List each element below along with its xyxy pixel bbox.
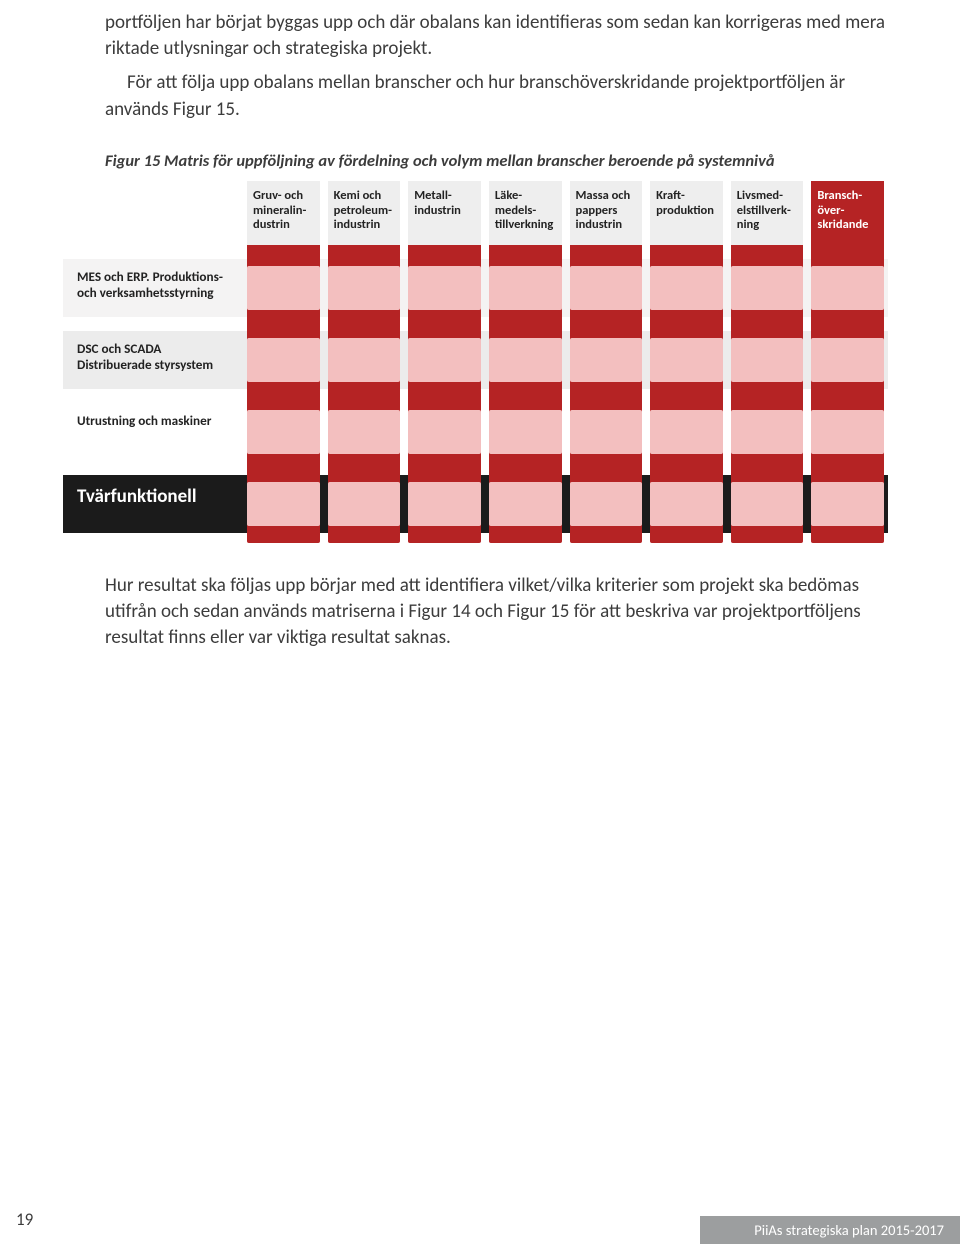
matrix-cell-box: [489, 482, 562, 526]
matrix-cell-box: [570, 266, 643, 310]
matrix-row-label: Utrustning och maskiner: [63, 403, 243, 461]
matrix-cell: [489, 331, 562, 389]
matrix-cell-box: [811, 266, 884, 310]
matrix-cell-box: [570, 410, 643, 454]
matrix-cell-box: [247, 482, 320, 526]
matrix-cell-box: [247, 338, 320, 382]
matrix-cell: [247, 475, 320, 533]
matrix-cell: [811, 331, 884, 389]
matrix-cell-box: [811, 482, 884, 526]
outro-paragraph: Hur resultat ska följas upp börjar med a…: [105, 573, 900, 652]
matrix-cell-box: [247, 410, 320, 454]
matrix-row-label: Tvärfunktionell: [63, 475, 243, 533]
footer-bar: PiiAs strategiska plan 2015-2017: [700, 1216, 960, 1244]
figure-caption-text: Matris för uppföljning av fördelning och…: [164, 151, 775, 171]
matrix-cell-box: [489, 410, 562, 454]
matrix-cell-box: [731, 410, 804, 454]
figure-caption: Figur 15 Matris för uppföljning av förde…: [105, 151, 900, 171]
matrix-cell-box: [811, 338, 884, 382]
matrix-cell-box: [247, 266, 320, 310]
matrix-cell: [731, 259, 804, 317]
matrix-cell-box: [650, 338, 723, 382]
matrix-cell: [328, 475, 401, 533]
matrix-cell: [650, 403, 723, 461]
matrix-row-label: MES och ERP. Produktions- och verksamhet…: [63, 259, 243, 317]
matrix-cell: [650, 475, 723, 533]
matrix-cell: [570, 475, 643, 533]
matrix-cell: [489, 259, 562, 317]
matrix-cell: [570, 403, 643, 461]
matrix-cell: [811, 475, 884, 533]
matrix-cell: [408, 475, 481, 533]
matrix-cell: [731, 331, 804, 389]
matrix-cell-box: [408, 266, 481, 310]
matrix-column-header: Bransch­över­skridande: [811, 181, 884, 245]
matrix-cell: [570, 331, 643, 389]
matrix-cell-box: [731, 482, 804, 526]
matrix-cell-box: [328, 482, 401, 526]
matrix-column-header: Gruv- och mineralin­dustrin: [247, 181, 320, 245]
matrix-cell: [408, 259, 481, 317]
matrix-cell-box: [650, 482, 723, 526]
matrix-cell: [489, 475, 562, 533]
matrix-cell: [328, 331, 401, 389]
matrix-cell: [570, 259, 643, 317]
matrix-cell-box: [328, 338, 401, 382]
matrix-cell-box: [650, 266, 723, 310]
intro-paragraph-1: portföljen har börjat byggas upp och där…: [105, 0, 900, 62]
matrix-cell: [811, 403, 884, 461]
matrix-cell-box: [650, 410, 723, 454]
matrix-cell-box: [408, 338, 481, 382]
matrix-cell-box: [328, 410, 401, 454]
matrix-cell-box: [570, 338, 643, 382]
matrix-cell: [811, 259, 884, 317]
matrix-cell-box: [489, 338, 562, 382]
matrix-column-header: Kraft­produktion: [650, 181, 723, 245]
matrix-cell: [650, 259, 723, 317]
matrix-cell: [408, 331, 481, 389]
matrix-cell-box: [731, 338, 804, 382]
matrix-cell: [650, 331, 723, 389]
intro-paragraph-2: För att följa upp obalans mellan bransch…: [105, 70, 900, 122]
matrix-cell-box: [408, 482, 481, 526]
matrix-cell-box: [570, 482, 643, 526]
matrix-column-header: Läke­medels­tillverkning: [489, 181, 562, 245]
matrix-cell: [247, 331, 320, 389]
matrix-cell: [408, 403, 481, 461]
matrix-cell: [489, 403, 562, 461]
matrix-cell-box: [408, 410, 481, 454]
matrix-figure: Gruv- och mineralin­dustrinKemi och petr…: [63, 181, 888, 543]
page-number: 19: [16, 1209, 33, 1230]
matrix-row-label: DSC och SCADA Distribuerade styrsystem: [63, 331, 243, 389]
matrix-cell: [247, 403, 320, 461]
matrix-column-header: Massa och pappers industrin: [570, 181, 643, 245]
matrix-column-header: Livsmed­elstillverk­ning: [731, 181, 804, 245]
matrix-cell-box: [328, 266, 401, 310]
matrix-cell-box: [489, 266, 562, 310]
matrix-cell: [328, 259, 401, 317]
matrix-cell: [731, 403, 804, 461]
matrix-cell: [731, 475, 804, 533]
matrix-cell-box: [811, 410, 884, 454]
figure-caption-number: Figur 15: [105, 151, 160, 171]
matrix-cell: [328, 403, 401, 461]
matrix-column-header: Metall­industrin: [408, 181, 481, 245]
matrix-cell: [247, 259, 320, 317]
matrix-cell-box: [731, 266, 804, 310]
matrix-column-header: Kemi och petroleum­industrin: [328, 181, 401, 245]
